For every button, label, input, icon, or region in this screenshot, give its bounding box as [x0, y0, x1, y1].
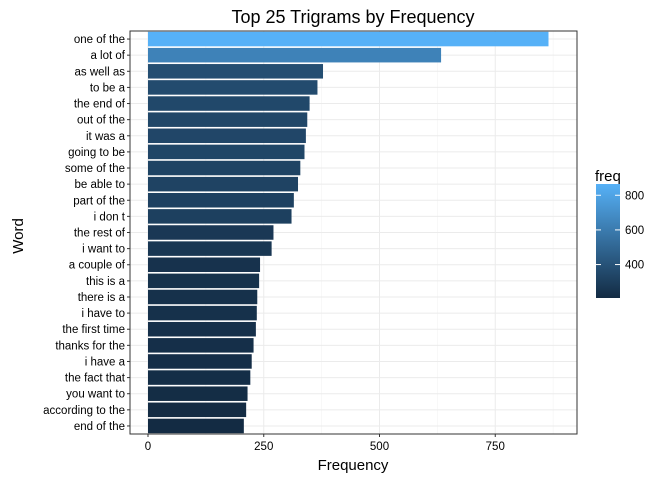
legend-tick-label: 600	[625, 225, 644, 237]
y-tick-label: i have a	[85, 356, 126, 368]
bar-6	[148, 112, 308, 127]
color-legend: freq 400 600 800	[595, 168, 644, 298]
bar-12	[148, 209, 292, 224]
y-axis-label: Word	[10, 218, 27, 254]
y-tick-label: going to be	[68, 147, 125, 159]
bar-10	[148, 176, 299, 192]
y-tick-label: the rest of	[74, 228, 126, 240]
bar-18	[148, 305, 257, 321]
bar-4	[148, 80, 318, 95]
legend-title: freq	[595, 168, 621, 185]
y-tick-label: be able to	[74, 179, 125, 191]
bar-8	[148, 144, 305, 160]
bar-22	[148, 370, 251, 385]
y-tick-label: according to the	[43, 405, 125, 417]
y-tick-label: the first time	[62, 324, 125, 336]
y-tick-label: a couple of	[69, 260, 126, 272]
y-tick-label: a lot of	[90, 50, 125, 62]
y-tick-label: you want to	[66, 389, 125, 401]
bar-9	[148, 160, 301, 176]
bar-14	[148, 241, 272, 256]
bar-15	[148, 257, 261, 272]
bar-7	[148, 128, 306, 144]
y-tick-label: i want to	[82, 244, 125, 256]
bar-21	[148, 354, 252, 369]
y-tick-label: one of the	[74, 34, 125, 46]
y-tick-label: thanks for the	[55, 340, 125, 352]
bar-20	[148, 338, 254, 353]
bar-19	[148, 321, 256, 337]
legend-colorbar	[596, 184, 620, 298]
y-tick-label: the fact that	[65, 373, 126, 385]
y-tick-label: part of the	[73, 195, 125, 207]
y-tick-label: this is a	[86, 276, 126, 288]
chart-title: Top 25 Trigrams by Frequency	[231, 7, 474, 27]
x-axis-label: Frequency	[318, 457, 389, 474]
bar-23	[148, 386, 248, 401]
y-tick-label: the end of	[74, 99, 126, 111]
x-tick-label: 500	[370, 441, 389, 453]
bar-5	[148, 96, 310, 111]
bar-2	[148, 47, 442, 63]
legend-tick-label: 800	[625, 190, 644, 202]
bar-17	[148, 289, 258, 305]
x-tick-label: 0	[145, 441, 151, 453]
bar-11	[148, 193, 294, 208]
y-tick-label: some of the	[65, 163, 125, 175]
bar-1	[148, 31, 549, 47]
y-tick-label: i don t	[94, 211, 126, 223]
plot-panel: one of the a lot of as well as to be a the e…	[43, 30, 578, 453]
x-tick-label: 750	[486, 441, 505, 453]
x-tick-label: 250	[254, 441, 273, 453]
legend-tick-label: 400	[625, 260, 644, 272]
bar-13	[148, 225, 274, 240]
bar-24	[148, 402, 247, 418]
y-tick-label: out of the	[77, 115, 125, 127]
y-tick-label: end of the	[74, 421, 125, 433]
bar-16	[148, 273, 260, 289]
y-tick-label: i have to	[82, 308, 125, 320]
y-tick-label: it was a	[86, 131, 126, 143]
y-tick-label: to be a	[90, 82, 126, 94]
bar-25	[148, 418, 244, 434]
y-tick-label: as well as	[75, 66, 126, 78]
y-tick-label: there is a	[78, 292, 126, 304]
bar-3	[148, 64, 324, 79]
